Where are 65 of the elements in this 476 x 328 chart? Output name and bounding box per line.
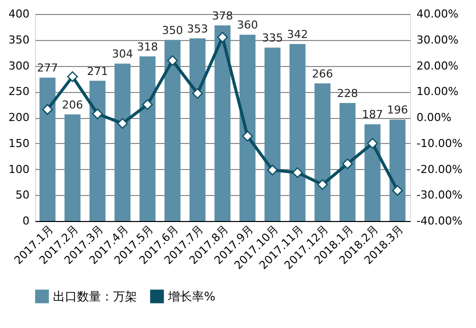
point [42,104,53,115]
point [342,158,353,170]
y-tick-label: 50 [16,188,30,202]
point [142,99,153,110]
bar [290,44,306,221]
bar [364,124,380,221]
data-label: 304 [112,48,133,61]
data-label: 318 [137,40,158,54]
y2-tick-label: -20.00% [416,162,462,176]
y-tick-label: 400 [8,8,30,20]
bar [114,64,130,221]
y-tick-label: 250 [8,85,30,98]
point [317,179,328,190]
data-label: 342 [287,28,308,42]
data-label: 277 [37,62,58,75]
point [217,32,228,43]
y2-tick-label: -30.00% [416,188,462,202]
legend-label: 增长率% [167,289,216,304]
point [92,108,103,120]
bar [340,103,356,221]
point [117,118,128,129]
y-tick-label: 100 [8,162,30,176]
point [242,130,253,142]
y-tick-label: 150 [8,136,30,150]
y2-tick-label: 40.00% [416,8,458,20]
y-tick-label: 0 [22,214,30,228]
y-tick-label: 300 [8,59,30,72]
y-tick-label: 200 [8,111,30,124]
y-tick-label: 350 [8,33,30,46]
data-label: 271 [87,64,108,78]
y2-tick-label: 0.00% [416,111,452,124]
data-label: 350 [162,24,183,37]
point [292,167,303,178]
bar [40,78,56,221]
data-label: 378 [212,9,233,22]
bar [64,114,80,221]
point [267,164,278,176]
y2-tick-label: -10.00% [416,136,462,150]
y2-tick-label: -40.00% [416,214,462,228]
point [367,138,378,149]
bar [140,56,156,221]
point [67,71,78,82]
y2-tick-label: 20.00% [416,59,458,72]
data-label: 266 [312,67,333,80]
y2-tick-label: 30.00% [416,33,458,46]
bar [390,120,406,221]
point [192,88,203,99]
bar [190,38,206,221]
bar [164,40,180,221]
data-label: 353 [187,22,208,36]
data-label: 206 [62,98,83,112]
bar [214,25,230,221]
data-label: 360 [237,18,258,32]
bar [90,80,106,221]
data-label: 335 [262,32,283,45]
legend-label: 出口数量：万架 [53,289,137,304]
bar [240,34,256,221]
bar [264,48,280,221]
data-label: 196 [387,104,408,117]
bar [314,83,330,221]
point [167,55,178,66]
data-label: 187 [362,108,383,122]
data-label: 228 [337,87,358,100]
point [392,185,403,196]
y2-tick-label: 10.00% [416,85,458,98]
